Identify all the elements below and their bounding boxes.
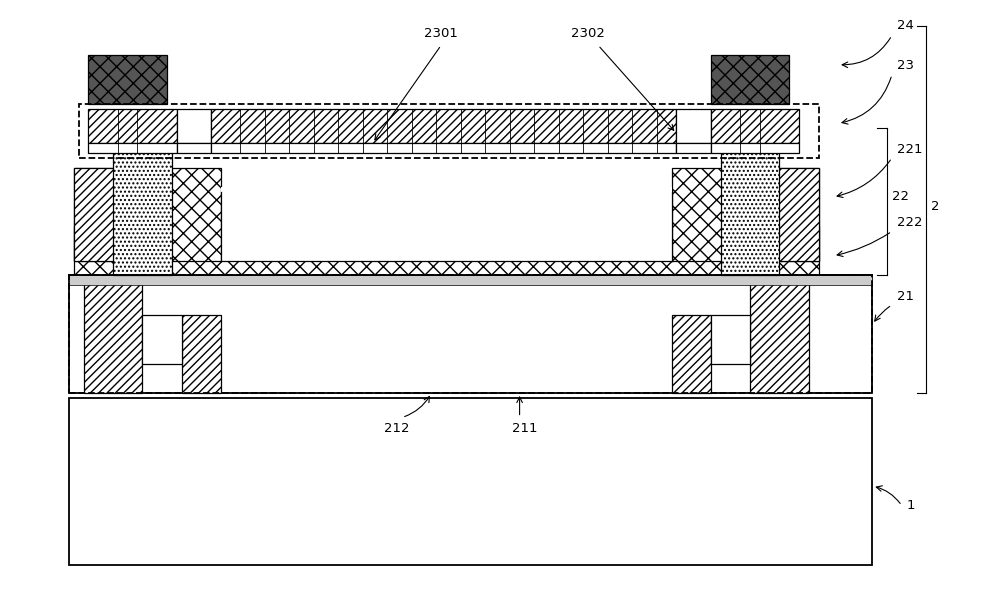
Text: 222: 222 xyxy=(897,217,922,230)
Bar xyxy=(182,314,221,393)
Bar xyxy=(672,168,818,261)
Text: 2302: 2302 xyxy=(571,27,605,40)
Bar xyxy=(69,276,872,393)
Bar xyxy=(69,276,872,285)
Bar xyxy=(79,104,819,158)
Text: 212: 212 xyxy=(384,422,410,435)
Bar xyxy=(711,55,789,104)
Bar xyxy=(711,314,750,363)
Text: 22: 22 xyxy=(892,191,909,204)
Bar xyxy=(211,143,676,153)
Bar xyxy=(74,168,152,261)
Bar xyxy=(88,143,177,153)
Bar xyxy=(74,168,221,261)
Bar xyxy=(676,143,711,153)
Bar xyxy=(711,109,799,143)
Bar xyxy=(142,314,182,363)
Bar xyxy=(750,168,819,261)
Bar xyxy=(113,133,172,276)
Bar xyxy=(720,133,779,276)
Bar xyxy=(676,109,711,143)
Text: 211: 211 xyxy=(512,422,537,435)
Text: 2301: 2301 xyxy=(424,27,458,40)
Bar xyxy=(88,109,177,143)
Text: 1: 1 xyxy=(907,499,915,512)
Bar xyxy=(69,398,872,565)
Bar xyxy=(84,276,142,393)
Bar xyxy=(69,276,872,393)
Bar xyxy=(177,143,211,153)
Bar xyxy=(221,187,672,261)
Bar xyxy=(88,55,167,104)
Text: 21: 21 xyxy=(897,290,914,303)
Text: 24: 24 xyxy=(897,19,914,32)
Text: 2: 2 xyxy=(931,200,940,214)
Text: 23: 23 xyxy=(897,58,914,71)
Text: 221: 221 xyxy=(897,143,922,156)
Bar xyxy=(711,143,799,153)
Bar xyxy=(177,109,211,143)
Bar xyxy=(211,109,676,143)
Bar xyxy=(74,227,819,276)
Bar xyxy=(672,314,711,393)
Bar xyxy=(750,276,809,393)
